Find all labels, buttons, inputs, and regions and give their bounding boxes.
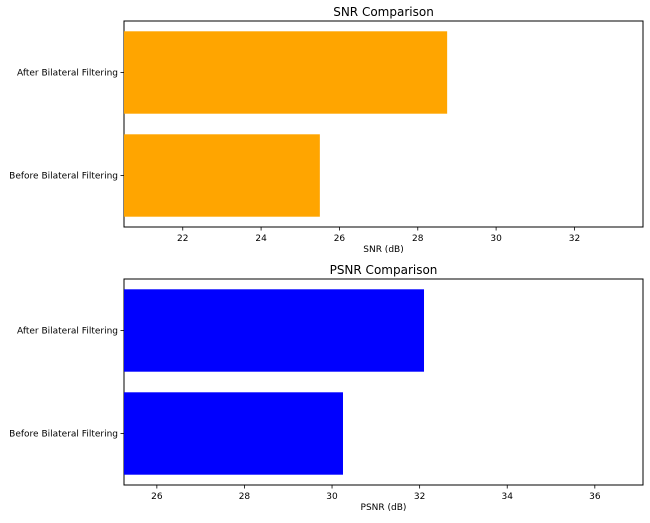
category-label: After Bilateral Filtering: [17, 69, 118, 79]
x-tick-label: 30: [490, 234, 502, 244]
bar-group: [124, 289, 425, 475]
bar: [124, 289, 425, 372]
x-axis-label: SNR (dB): [363, 245, 403, 255]
x-tick-label: 34: [502, 492, 514, 502]
psnr-chart: PSNR Comparison 26 28 30 32 34 36 Before Bila…: [9, 263, 644, 513]
x-tick-label: 24: [255, 234, 267, 244]
x-tick-label: 28: [412, 234, 424, 244]
x-tick-label: 36: [589, 492, 601, 502]
chart-title: PSNR Comparison: [330, 263, 438, 277]
x-tick-label: 26: [334, 234, 346, 244]
chart-title: SNR Comparison: [333, 5, 434, 19]
x-tick-label: 30: [326, 492, 338, 502]
bar: [124, 392, 343, 475]
x-tick-group: 22 24 26 28 30 32: [177, 227, 580, 244]
category-label: Before Bilateral Filtering: [9, 430, 118, 440]
x-tick-label: 26: [151, 492, 163, 502]
bar: [124, 31, 448, 114]
plot-frame: [123, 278, 644, 486]
category-label-group: Before Bilateral Filtering After Bilatera…: [9, 69, 124, 182]
x-tick-label: 32: [414, 492, 425, 502]
x-tick-label: 32: [569, 234, 580, 244]
category-label: Before Bilateral Filtering: [9, 172, 118, 182]
plot-frame: [123, 20, 644, 228]
x-tick-label: 22: [177, 234, 188, 244]
bar-group: [124, 31, 448, 217]
snr-chart: SNR Comparison 22 24 26 28 30 32 Before Bilat…: [9, 5, 644, 255]
x-tick-label: 28: [239, 492, 251, 502]
category-label: After Bilateral Filtering: [17, 327, 118, 337]
bar: [124, 134, 320, 217]
category-label-group: Before Bilateral Filtering After Bilatera…: [9, 327, 124, 440]
x-axis-label: PSNR (dB): [361, 503, 407, 513]
x-tick-group: 26 28 30 32 34 36: [151, 485, 601, 502]
